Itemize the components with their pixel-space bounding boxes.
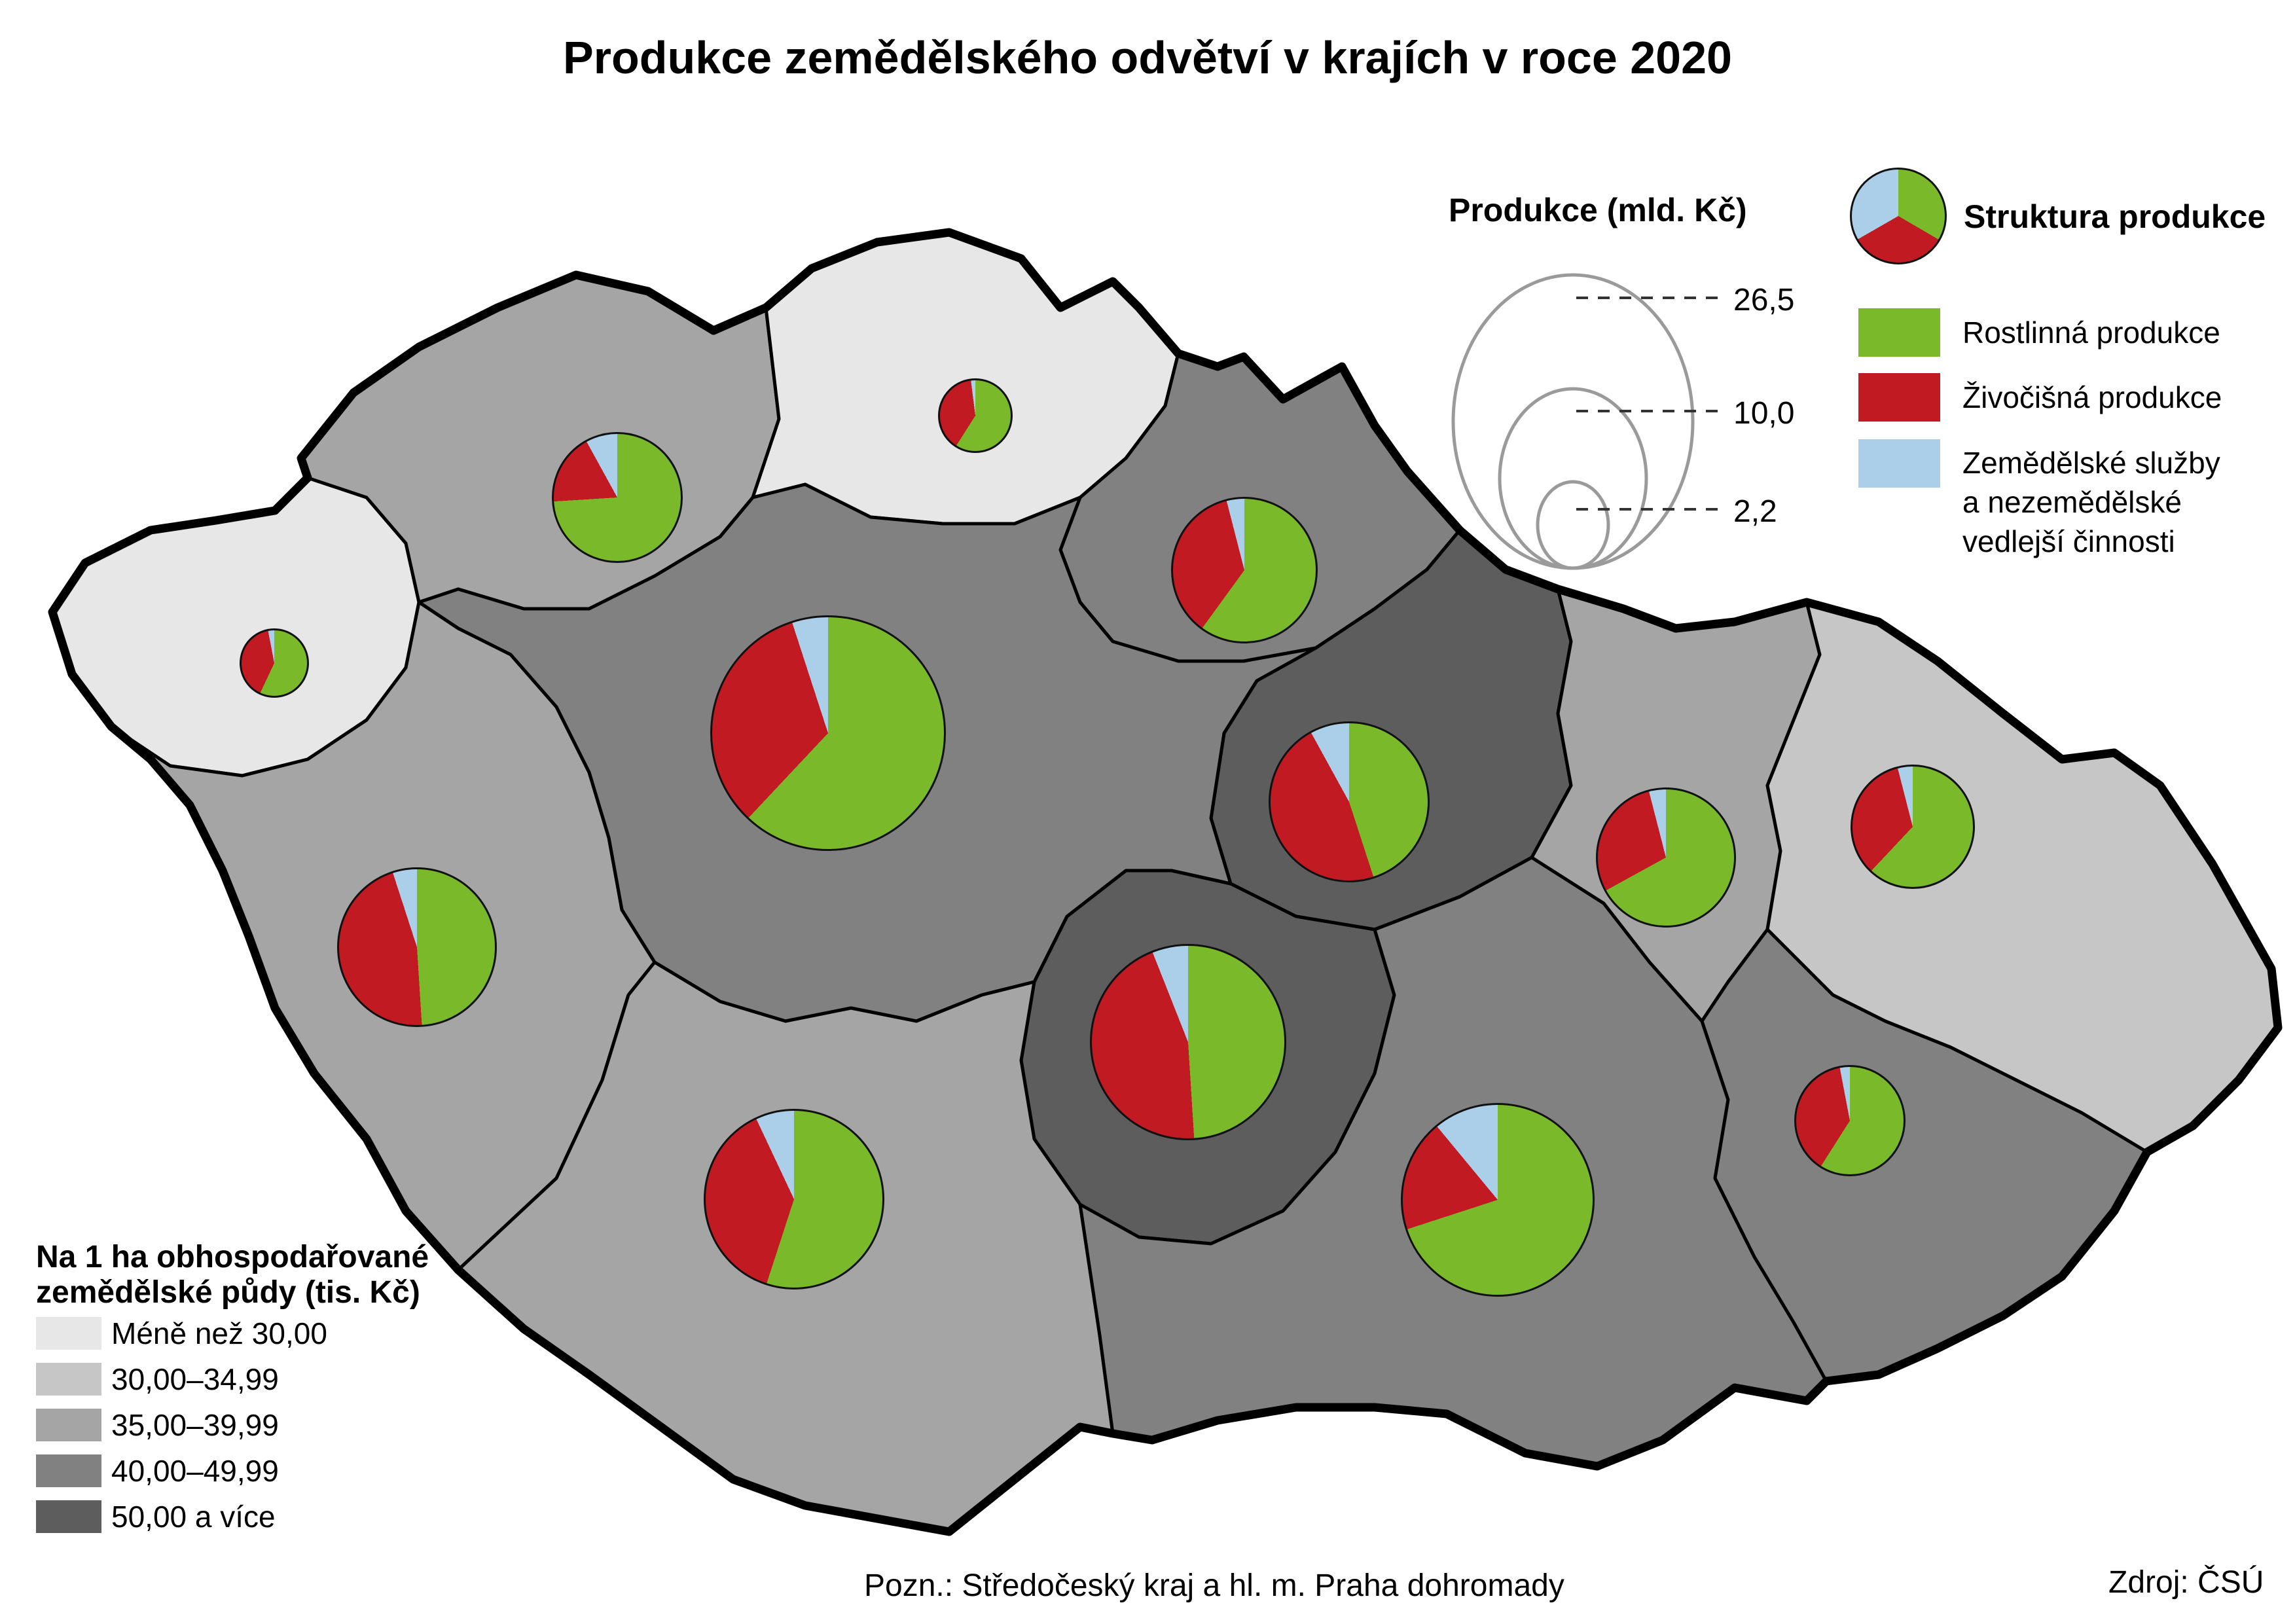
size-circle-small [1536,480,1610,570]
size-legend-circles [1451,273,1722,570]
class-2-swatch [36,1363,101,1396]
pie-chart-karlovarsky [240,628,309,698]
sluzby-swatch [1858,439,1940,488]
sluzby-label: Zemědělské služby a nezemědělské vedlejš… [1962,446,2220,558]
class-3-swatch [36,1409,101,1441]
pie-chart-ustecky [552,432,683,563]
structure-legend-item-rostlinna: Rostlinná produkce [1858,308,2220,357]
pie-chart-vysocina [1090,944,1286,1140]
choropleth-class-5: 50,00 a více [36,1500,276,1534]
class-4-label: 40,00–49,99 [111,1454,279,1488]
size-legend-title: Produkce (mld. Kč) [1449,192,1747,228]
choropleth-class-3: 35,00–39,99 [36,1408,279,1442]
size-tick-medium: 10,0 [1733,396,1795,431]
pie-chart-plzensky [337,867,497,1027]
structure-legend-item-zivocisna: Živočišná produkce [1858,373,2222,422]
class-2-label: 30,00–34,99 [111,1362,279,1396]
source: Zdroj: ČSÚ [2108,1565,2264,1600]
structure-legend-title: Struktura produkce [1964,198,2266,235]
choropleth-class-2: 30,00–34,99 [36,1362,279,1396]
class-5-label: 50,00 a více [111,1500,276,1534]
class-1-swatch [36,1317,101,1350]
class-4-swatch [36,1454,101,1487]
pie-chart-stredocesky-a-praha [710,615,946,851]
pie-chart-zlinsky [1794,1065,1906,1176]
choropleth-legend-title-line1: Na 1 ha obhospodařované [36,1240,429,1274]
zivocisna-label: Živočišná produkce [1962,380,2222,414]
zivocisna-swatch [1858,373,1940,422]
size-circle-large [1451,273,1695,570]
pie-chart-liberecky [938,378,1013,453]
pie-chart-moravskoslezsky [1851,765,1975,889]
country-outline [48,228,2283,1536]
pie-chart-pardubicky [1269,721,1430,882]
pie-chart-olomoucky [1596,787,1736,928]
size-tick-small: 2,2 [1733,494,1777,529]
class-5-swatch [36,1500,101,1533]
choropleth-class-4: 40,00–49,99 [36,1454,279,1488]
structure-legend-pie-icon [1850,168,1947,264]
class-3-label: 35,00–39,99 [111,1408,279,1442]
class-1-label: Méně než 30,00 [111,1316,327,1350]
structure-legend-item-sluzby: Zemědělské služby a nezemědělské vedlejš… [1858,439,2224,561]
rostlinna-swatch [1858,308,1940,357]
pie-chart-kralovehradecky [1171,497,1318,643]
pie-chart-jihomoravsky [1401,1103,1595,1297]
pie-chart-jihocesky [704,1109,884,1290]
choropleth-class-1: Méně než 30,00 [36,1316,327,1350]
rostlinna-label: Rostlinná produkce [1962,316,2220,350]
size-circle-medium [1498,387,1648,570]
size-tick-large: 26,5 [1733,283,1795,317]
note: Pozn.: Středočeský kraj a hl. m. Praha d… [864,1568,1564,1603]
page-title: Produkce zemědělského odvětví v krajích … [563,32,1732,83]
choropleth-legend-title-line2: zemědělské půdy (tis. Kč) [36,1275,420,1310]
